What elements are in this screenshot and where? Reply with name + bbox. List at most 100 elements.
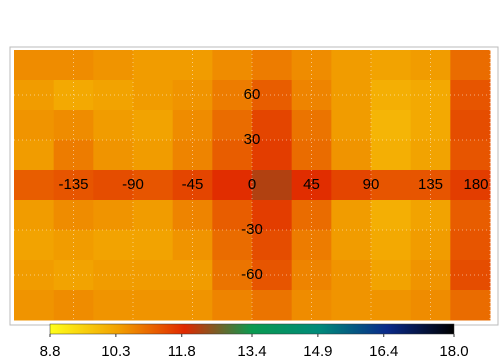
heat-cell: [212, 50, 253, 81]
y-tick-label: 60: [244, 86, 261, 103]
heat-cell: [93, 260, 134, 291]
heat-cell: [371, 110, 412, 141]
heat-cell: [93, 140, 134, 171]
heat-cell: [53, 80, 94, 111]
heat-cell: [450, 170, 491, 201]
heat-cell: [53, 140, 94, 171]
heat-cell: [93, 110, 134, 141]
heat-cell: [53, 200, 94, 231]
heat-cell: [291, 200, 332, 231]
heat-cell: [53, 230, 94, 261]
heat-cell: [331, 230, 372, 261]
heat-cell: [14, 140, 55, 171]
heat-cell: [410, 140, 451, 171]
heat-cell: [212, 230, 253, 261]
heat-cell: [172, 170, 213, 201]
colorbar-tick-label: 16.4: [369, 343, 398, 360]
heat-cell: [172, 50, 213, 81]
heat-cell: [14, 170, 55, 201]
heat-cell: [133, 290, 174, 321]
heat-cell: [291, 290, 332, 321]
colorbar: [49, 323, 455, 335]
heat-cell: [212, 290, 253, 321]
heat-cell: [212, 260, 253, 291]
x-tick-label: 135: [418, 176, 443, 193]
heat-cell: [371, 80, 412, 111]
x-tick-label: -135: [58, 176, 88, 193]
heat-cell: [252, 230, 293, 261]
heat-cell: [450, 50, 491, 81]
heat-cell: [14, 230, 55, 261]
colorbar-tick-label: 8.8: [40, 343, 61, 360]
heat-cell: [212, 140, 253, 171]
x-tick-label: 180: [463, 176, 488, 193]
y-tick-label: -30: [241, 221, 263, 238]
heat-cell: [450, 110, 491, 141]
heat-cell: [133, 50, 174, 81]
heat-cell: [371, 140, 412, 171]
heat-cell: [252, 110, 293, 141]
heat-cell: [14, 290, 55, 321]
heat-cell: [93, 170, 134, 201]
heat-cell: [291, 230, 332, 261]
x-tick-label: 90: [363, 176, 380, 193]
heat-cell: [291, 260, 332, 291]
heat-cell: [133, 260, 174, 291]
heat-cell: [133, 140, 174, 171]
heat-cell: [14, 50, 55, 81]
heat-cell: [93, 200, 134, 231]
heat-cell: [212, 200, 253, 231]
heat-cell: [331, 290, 372, 321]
heat-cell: [133, 200, 174, 231]
x-tick-label: 45: [303, 176, 320, 193]
heat-cell: [252, 200, 293, 231]
colorbar-tick-label: 10.3: [101, 343, 130, 360]
heat-cell: [331, 260, 372, 291]
heat-cell: [252, 170, 293, 201]
heat-cell: [331, 200, 372, 231]
colorbar-tick-label: 13.4: [237, 343, 266, 360]
heat-cell: [371, 260, 412, 291]
heat-cell: [291, 170, 332, 201]
heat-cell: [14, 200, 55, 231]
heat-cell: [410, 290, 451, 321]
heat-cell: [371, 50, 412, 81]
heat-cell: [212, 170, 253, 201]
heat-cell: [410, 110, 451, 141]
heat-cell: [410, 200, 451, 231]
heat-cell: [410, 50, 451, 81]
heat-cell: [331, 110, 372, 141]
heat-cell: [212, 80, 253, 111]
heat-cell: [14, 110, 55, 141]
colorbar-tick-label: 14.9: [303, 343, 332, 360]
heat-cell: [331, 50, 372, 81]
colorbar-tick-label: 18.0: [439, 343, 468, 360]
heat-cell: [172, 230, 213, 261]
heat-cell: [133, 80, 174, 111]
heat-cell: [53, 110, 94, 141]
heat-cell: [331, 80, 372, 111]
heat-cell: [53, 170, 94, 201]
heat-cell: [172, 110, 213, 141]
heat-cell: [371, 290, 412, 321]
heat-cell: [133, 110, 174, 141]
heat-cell: [450, 200, 491, 231]
y-tick-label: 30: [244, 131, 261, 148]
heat-cell: [93, 50, 134, 81]
heat-cell: [291, 110, 332, 141]
y-tick-label: -60: [241, 266, 263, 283]
heat-cell: [410, 230, 451, 261]
x-tick-label: 0: [248, 176, 256, 193]
heat-cell: [291, 80, 332, 111]
heat-cell: [93, 290, 134, 321]
heat-cell: [252, 140, 293, 171]
heat-cell: [212, 110, 253, 141]
heat-cell: [172, 290, 213, 321]
heat-cell: [291, 50, 332, 81]
heat-cell: [371, 200, 412, 231]
heat-cell: [331, 140, 372, 171]
heat-cell: [371, 170, 412, 201]
heat-cell: [53, 260, 94, 291]
heat-cell: [133, 230, 174, 261]
heat-cell: [450, 230, 491, 261]
